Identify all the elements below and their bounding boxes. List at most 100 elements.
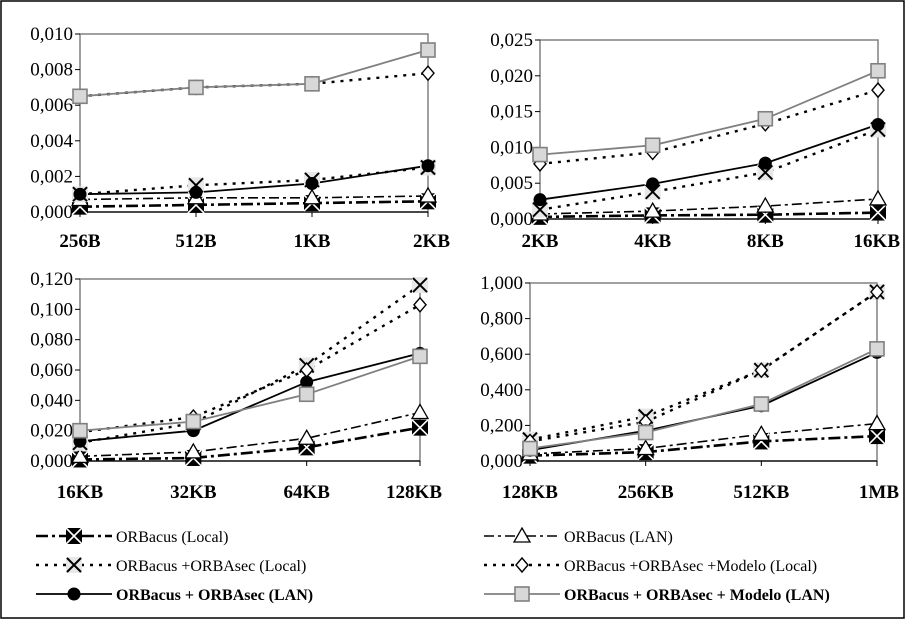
y-tick-label: 0,006: [30, 95, 73, 116]
x-tick-label: 16KB: [57, 482, 104, 503]
y-tick-label: 0,800: [480, 309, 523, 330]
data-point-s5: [646, 177, 660, 191]
y-tick-label: 0,200: [480, 415, 523, 436]
data-point-s6: [298, 386, 315, 403]
legend-label: ORBacus (LAN): [564, 529, 673, 546]
series-line-2: [79, 411, 421, 458]
x-tick-label: 64KB: [283, 482, 330, 503]
data-point-s6: [304, 76, 320, 92]
legend-marker: [512, 526, 532, 543]
x-tick-label: 1MB: [859, 482, 899, 503]
legend-item-5: ORBacus + ORBAsec (LAN): [36, 587, 313, 604]
legend-item-3: ORBacus +ORBAsec (Local): [36, 557, 306, 575]
data-point-s1: [868, 427, 886, 445]
legend-item-1: ORBacus (Local): [36, 527, 228, 546]
y-tick-label: 0,000: [480, 451, 523, 472]
legend-label: ORBacus +ORBAsec +Modelo (Local): [564, 558, 817, 575]
data-point-s6: [753, 396, 770, 412]
data-point-s5: [871, 117, 885, 131]
legend-item-4: ORBacus +ORBAsec +Modelo (Local): [484, 556, 817, 575]
series-line-5: [79, 352, 421, 443]
data-point-s5: [758, 156, 772, 170]
y-tick-label: 0,025: [490, 30, 533, 51]
x-tick-label: 8KB: [747, 231, 784, 252]
data-point-s2: [868, 189, 888, 206]
legend-label: ORBacus + ORBAsec (LAN): [116, 587, 313, 604]
data-point-s1: [411, 419, 429, 437]
data-point-s3: [757, 164, 774, 181]
chart-panel-2: 0,000 0,005 0,010 0,015 0,020 0,025 2KB 4KB 8KB 1…: [490, 30, 900, 252]
y-tick-label: 1,000: [480, 273, 523, 294]
data-point-s2: [410, 403, 430, 420]
legend-marker: [514, 586, 530, 602]
data-point-s6: [72, 88, 88, 105]
series-line-1: [79, 426, 421, 461]
data-point-s5: [421, 159, 435, 173]
data-point-s6: [185, 413, 202, 430]
y-tick-label: 0,015: [490, 102, 533, 123]
data-point-s6: [637, 424, 654, 441]
y-tick-label: 0,120: [30, 269, 73, 290]
y-tick-label: 0,040: [30, 390, 73, 411]
data-point-s6: [870, 62, 886, 79]
legend-item-2: ORBacus (LAN): [484, 526, 673, 546]
y-tick-label: 0,100: [30, 299, 73, 320]
y-tick-label: 0,000: [490, 209, 533, 230]
series-line-4: [529, 290, 878, 443]
x-tick-label: 512B: [175, 231, 217, 252]
x-tick-label: 32KB: [170, 482, 217, 503]
y-tick-label: 0,600: [480, 344, 523, 365]
x-tick-label: 2KB: [413, 231, 450, 252]
data-point-s2: [302, 188, 322, 205]
series-line-4: [79, 72, 429, 98]
y-tick-label: 0,020: [490, 66, 533, 87]
data-point-s2: [636, 439, 655, 456]
data-point-s1: [869, 203, 887, 222]
legend-label: ORBacus +ORBAsec (Local): [116, 558, 306, 575]
data-point-s6: [420, 42, 436, 58]
legend: ORBacus (Local) ORBacus (LAN) ORBacus +ORB…: [36, 526, 830, 604]
data-point-s6: [869, 341, 885, 357]
x-tick-label: 256B: [59, 231, 101, 252]
data-point-s2: [867, 414, 887, 431]
x-tick-label: 1KB: [294, 231, 331, 252]
series-line-1: [539, 211, 879, 219]
legend-marker: [515, 556, 529, 574]
series-line-6: [79, 355, 421, 432]
y-tick-label: 0,005: [490, 173, 533, 194]
chart-panel-1: 0,000 0,002 0,004 0,006 0,008 0,010 256B 512B 1K…: [30, 24, 450, 252]
legend-label: ORBacus (Local): [116, 529, 228, 546]
series-line-2: [79, 195, 429, 201]
x-tick-label: 2KB: [522, 231, 559, 252]
x-tick-label: 128KB: [386, 482, 442, 503]
data-point-s6: [757, 110, 774, 127]
data-point-s6: [532, 146, 548, 163]
legend-marker: [65, 527, 83, 545]
data-point-s6: [644, 137, 661, 154]
data-point-s4: [413, 296, 427, 313]
data-point-s6: [522, 440, 538, 457]
data-point-s5: [300, 375, 314, 389]
series-line-5: [539, 123, 879, 201]
x-tick-label: 16KB: [854, 231, 901, 252]
series-line-6: [79, 49, 429, 98]
y-tick-label: 0,004: [30, 131, 73, 152]
data-point-s3: [532, 201, 548, 218]
y-tick-label: 0,080: [30, 330, 73, 351]
series-line-4: [539, 88, 879, 166]
x-tick-label: 4KB: [634, 231, 671, 252]
data-point-s2: [418, 186, 438, 203]
series-line-1: [529, 434, 878, 457]
series-line-6: [539, 69, 879, 156]
legend-marker: [66, 557, 82, 573]
data-point-s5: [189, 185, 203, 199]
data-point-s2: [70, 447, 90, 464]
data-point-s2: [184, 442, 203, 459]
y-tick-label: 0,060: [30, 360, 73, 381]
y-tick-label: 0,010: [30, 24, 73, 45]
data-point-s4: [754, 362, 769, 379]
data-point-s3: [412, 277, 428, 294]
series-line-2: [539, 198, 879, 215]
